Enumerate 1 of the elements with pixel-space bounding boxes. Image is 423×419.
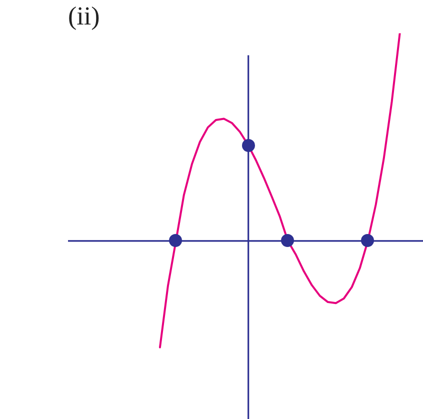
chart-title: (ii): [68, 1, 100, 30]
